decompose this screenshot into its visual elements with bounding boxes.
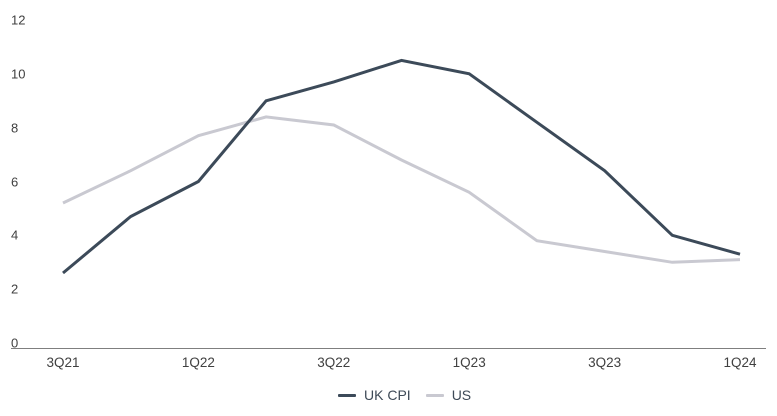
legend-item-us: US bbox=[425, 387, 472, 403]
us-line bbox=[62, 115, 741, 264]
legend-item-uk-cpi: UK CPI bbox=[338, 388, 411, 402]
x-axis-tick-label-1Q23: 1Q23 bbox=[452, 355, 486, 370]
legend-label-us: US bbox=[451, 387, 472, 403]
legend: UK CPI US bbox=[338, 388, 471, 402]
x-axis-tick-label-1Q24: 1Q24 bbox=[723, 355, 757, 370]
legend-marker-uk-cpi bbox=[338, 393, 356, 397]
y-axis-tick-label-10: 10 bbox=[11, 66, 26, 82]
y-axis-tick-label-8: 8 bbox=[11, 120, 19, 136]
x-axis-tick-label-3Q21: 3Q21 bbox=[46, 355, 80, 370]
x-axis-tick-label-1Q22: 1Q22 bbox=[181, 355, 215, 370]
y-axis-tick-label-12: 12 bbox=[11, 12, 26, 28]
y-axis-tick-label-6: 6 bbox=[11, 174, 19, 189]
x-axis-tick-label-3Q23: 3Q23 bbox=[588, 355, 622, 370]
legend-label-uk-cpi: UK CPI bbox=[364, 387, 411, 403]
uk-cpi-line bbox=[62, 58, 741, 275]
legend-marker-us bbox=[425, 393, 444, 397]
y-axis-tick-label-2: 2 bbox=[11, 281, 19, 297]
y-axis-tick-label-0: 0 bbox=[11, 335, 19, 351]
y-axis-tick-label-4: 4 bbox=[11, 227, 19, 243]
x-axis-tick-label-3Q22: 3Q22 bbox=[317, 355, 351, 370]
